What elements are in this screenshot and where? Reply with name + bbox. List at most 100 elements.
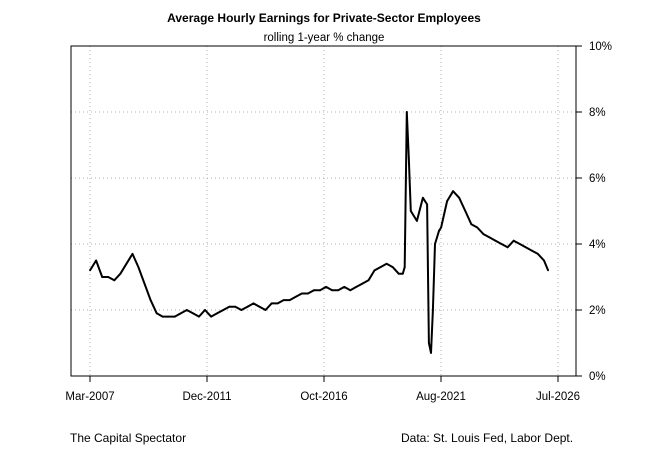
- data-point: [276, 302, 279, 305]
- data-point: [119, 272, 122, 275]
- data-point: [252, 302, 255, 305]
- data-point: [367, 279, 370, 282]
- footer-source-credit: The Capital Spectator: [70, 431, 187, 445]
- data-point: [537, 253, 539, 255]
- data-point: [313, 289, 315, 292]
- data-point: [180, 312, 182, 315]
- data-point: [301, 292, 303, 295]
- data-point: [234, 305, 237, 308]
- data-point: [432, 309, 434, 311]
- data-point: [131, 253, 134, 255]
- data-point: [440, 226, 442, 229]
- data-point: [210, 315, 213, 318]
- data-point: [488, 236, 491, 239]
- data-point: [476, 226, 479, 229]
- data-point: [518, 243, 521, 245]
- data-point: [543, 259, 545, 262]
- data-point: [95, 259, 97, 262]
- data-point: [500, 243, 503, 245]
- data-point: [125, 262, 128, 265]
- data-point: [409, 210, 412, 212]
- data-point: [173, 315, 176, 318]
- data-point: [192, 312, 194, 315]
- data-point: [397, 272, 400, 275]
- data-point: [149, 299, 152, 301]
- x-tick-label: Mar-2007: [65, 391, 114, 403]
- data-point: [107, 276, 110, 278]
- footer-data-credit: Data: St. Louis Fed, Labor Dept.: [401, 431, 574, 445]
- data-point: [422, 196, 424, 199]
- data-point: [155, 312, 158, 315]
- data-point: [288, 299, 291, 301]
- data-point: [307, 292, 309, 295]
- data-point: [458, 196, 461, 199]
- data-point: [294, 295, 297, 298]
- data-point: [470, 223, 473, 226]
- data-point: [438, 229, 440, 232]
- data-point: [167, 315, 170, 318]
- grid: [71, 46, 576, 376]
- data-point: [228, 305, 231, 308]
- data-point: [401, 272, 404, 275]
- y-tick-label: 10%: [589, 41, 612, 53]
- data-point: [240, 309, 243, 311]
- data-point: [204, 309, 206, 311]
- data-point: [337, 289, 340, 292]
- x-tick-label: Oct-2016: [300, 391, 347, 403]
- data-point: [161, 315, 164, 318]
- data-point: [403, 266, 406, 268]
- x-tick-label: Aug-2021: [416, 391, 466, 403]
- data-point: [137, 266, 140, 268]
- data-point: [524, 246, 527, 249]
- x-tick-label: Dec-2011: [182, 391, 231, 403]
- data-point: [482, 233, 485, 236]
- data-point: [428, 342, 430, 344]
- data-point: [325, 286, 327, 288]
- data-point: [464, 210, 467, 212]
- data-point: [222, 309, 225, 311]
- data-point: [216, 312, 219, 315]
- data-point: [512, 239, 515, 242]
- data-point: [506, 246, 509, 249]
- data-point: [407, 157, 410, 160]
- x-axis: Mar-2007 Dec-2011 Oct-2016 Aug-2021 Jul-2026: [65, 376, 580, 403]
- data-point: [530, 249, 533, 252]
- y-tick-label: 6%: [589, 173, 606, 185]
- data-point: [361, 282, 364, 285]
- data-point: [282, 299, 285, 301]
- data-point: [264, 309, 267, 311]
- y-tick-label: 2%: [589, 305, 606, 317]
- data-point: [391, 266, 394, 268]
- y-axis: 0% 2% 4% 6% 8% 10%: [576, 41, 612, 383]
- data-point: [547, 269, 549, 272]
- data-point: [434, 243, 436, 245]
- data-point: [258, 305, 261, 308]
- data-point: [355, 286, 358, 288]
- data-point: [246, 305, 249, 308]
- data-point: [270, 302, 273, 305]
- data-point: [89, 269, 91, 272]
- data-point: [379, 266, 382, 268]
- data-point: [452, 190, 454, 193]
- data-point: [446, 200, 448, 203]
- data-point: [430, 352, 432, 354]
- data-point: [198, 315, 200, 318]
- x-tick-label: Jul-2026: [536, 391, 580, 403]
- data-point: [143, 282, 146, 285]
- data-point: [494, 239, 497, 242]
- data-point: [385, 262, 388, 265]
- data-point: [113, 279, 116, 282]
- data-point: [416, 220, 418, 222]
- data-point: [101, 276, 104, 278]
- chart-subtitle: rolling 1-year % change: [264, 32, 385, 44]
- series-line: [89, 111, 550, 354]
- data-point: [373, 269, 376, 272]
- data-point: [349, 289, 352, 292]
- data-point: [343, 286, 346, 288]
- y-tick-label: 8%: [589, 107, 606, 119]
- data-point: [405, 111, 408, 113]
- data-point: [426, 203, 428, 206]
- y-tick-label: 4%: [589, 239, 606, 251]
- chart-title: Average Hourly Earnings for Private-Sect…: [167, 11, 481, 25]
